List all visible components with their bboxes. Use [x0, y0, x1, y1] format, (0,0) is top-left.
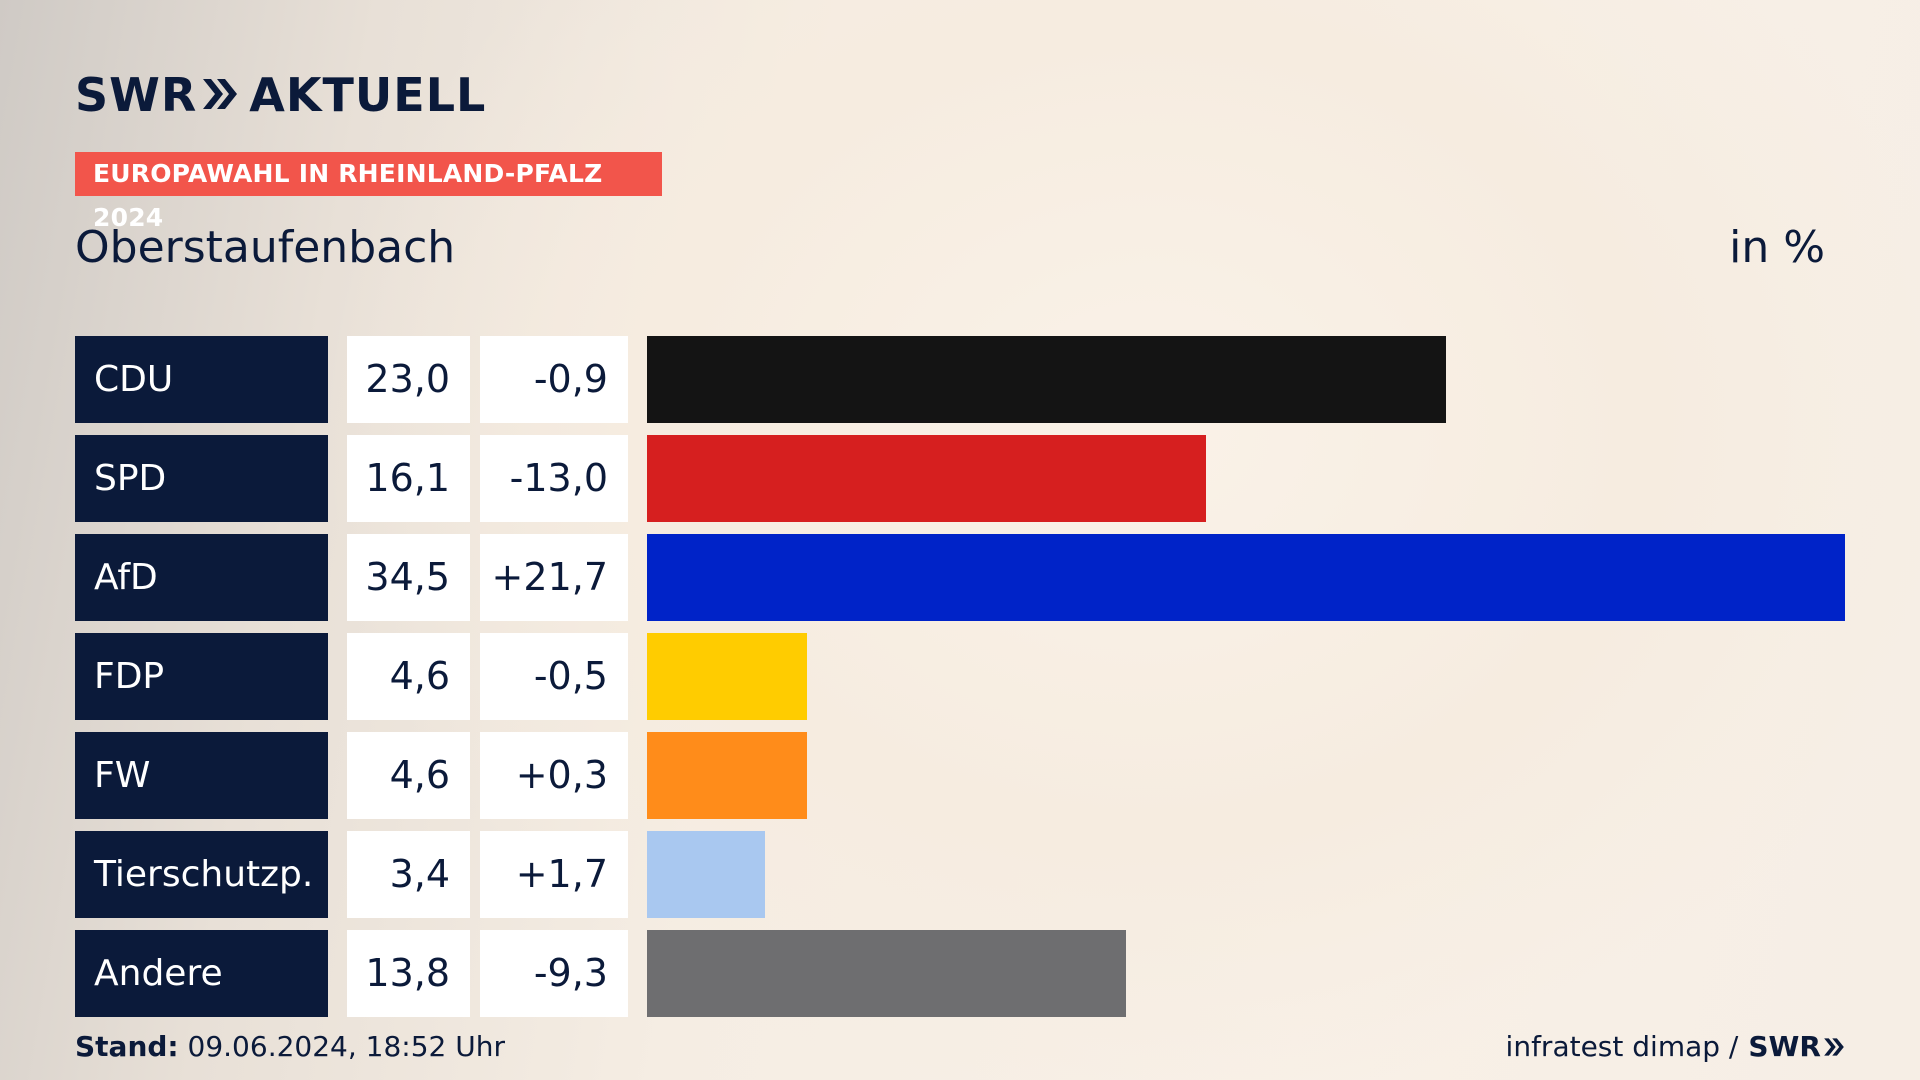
vote-change: -13,0: [480, 435, 628, 522]
swr-aktuell-logo: SWR AKTUELL: [75, 68, 486, 122]
swr-small-logo: SWR: [1748, 1030, 1845, 1063]
vote-share: 13,8: [347, 930, 470, 1017]
result-bar: [647, 336, 1446, 423]
stand-label: Stand:: [75, 1030, 179, 1063]
result-bar: [647, 930, 1126, 1017]
brand-aktuell: AKTUELL: [249, 68, 487, 122]
vote-change: +1,7: [480, 831, 628, 918]
election-badge: EUROPAWAHL IN RHEINLAND-PFALZ 2024: [75, 152, 662, 232]
party-label: Tierschutzp.: [75, 831, 328, 918]
result-bar: [647, 534, 1845, 621]
vote-change: -0,9: [480, 336, 628, 423]
vote-share: 34,5: [347, 534, 470, 621]
vote-share: 4,6: [347, 732, 470, 819]
vote-change: -9,3: [480, 930, 628, 1017]
party-label: AfD: [75, 534, 328, 621]
result-row: Andere 13,8 -9,3: [0, 930, 1920, 1017]
double-chevron-small-icon: [1824, 1037, 1844, 1056]
party-label: Andere: [75, 930, 328, 1017]
vote-change: +21,7: [480, 534, 628, 621]
vote-share: 16,1: [347, 435, 470, 522]
party-label: FW: [75, 732, 328, 819]
vote-share: 3,4: [347, 831, 470, 918]
result-bar: [647, 435, 1206, 522]
brand-swr: SWR: [75, 68, 198, 122]
result-bar: [647, 732, 807, 819]
swr-small-text: SWR: [1748, 1030, 1821, 1063]
vote-change: +0,3: [480, 732, 628, 819]
result-row: AfD 34,5 +21,7: [0, 534, 1920, 621]
vote-share: 23,0: [347, 336, 470, 423]
party-label: SPD: [75, 435, 328, 522]
result-row: FW 4,6 +0,3: [0, 732, 1920, 819]
stand-value: 09.06.2024, 18:52 Uhr: [187, 1030, 505, 1063]
source-credit: infratest dimap / SWR: [1506, 1030, 1845, 1063]
result-bar: [647, 633, 807, 720]
unit-label: in %: [1729, 222, 1825, 273]
result-row: SPD 16,1 -13,0: [0, 435, 1920, 522]
vote-share: 4,6: [347, 633, 470, 720]
result-row: CDU 23,0 -0,9: [0, 336, 1920, 423]
double-chevron-icon: [201, 68, 239, 122]
party-label: FDP: [75, 633, 328, 720]
source-text: infratest dimap /: [1505, 1030, 1739, 1063]
result-row: Tierschutzp. 3,4 +1,7: [0, 831, 1920, 918]
result-bar: [647, 831, 765, 918]
page-title: Oberstaufenbach: [75, 222, 456, 273]
timestamp: Stand: 09.06.2024, 18:52 Uhr: [75, 1030, 505, 1063]
vote-change: -0,5: [480, 633, 628, 720]
result-row: FDP 4,6 -0,5: [0, 633, 1920, 720]
party-label: CDU: [75, 336, 328, 423]
